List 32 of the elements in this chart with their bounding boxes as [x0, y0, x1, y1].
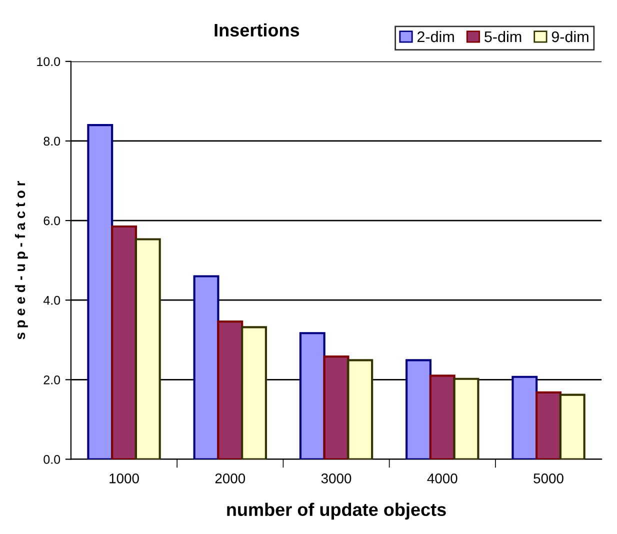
bar	[241, 326, 268, 460]
bar	[512, 376, 538, 460]
y-axis-title: s p e e d - u p - f a c t o r	[14, 181, 28, 340]
x-tick-label: 2000	[215, 473, 246, 484]
x-axis-title: number of update objects	[227, 502, 446, 520]
bar	[111, 225, 137, 460]
bar	[217, 320, 244, 460]
bar	[453, 378, 480, 460]
y-tick-label: 10.0	[37, 57, 60, 66]
x-tick-label: 3000	[321, 473, 352, 484]
bar	[559, 394, 586, 460]
bar	[347, 359, 374, 460]
x-tick-label: 5000	[534, 473, 564, 484]
y-tick-label: 8.0	[44, 136, 60, 146]
bar	[193, 275, 220, 460]
bar	[429, 374, 456, 460]
bar	[406, 359, 432, 460]
y-tick-label: 6.0	[44, 216, 60, 226]
bar	[299, 332, 326, 460]
bar	[134, 238, 161, 460]
bar	[87, 124, 114, 460]
x-tick-label: 1000	[110, 473, 139, 484]
y-tick-label: 4.0	[43, 296, 60, 305]
y-tick-label: 2.0	[44, 375, 60, 384]
legend-label: 9-dim	[552, 30, 588, 42]
legend-label: 5-dim	[484, 30, 522, 42]
chart-title: Insertions	[214, 23, 300, 37]
x-tick-label: 4000	[427, 473, 458, 484]
bar	[536, 391, 562, 460]
legend-label: 2-dim	[417, 30, 454, 42]
bar	[323, 356, 350, 460]
y-tick-label: 0.0	[44, 455, 60, 464]
